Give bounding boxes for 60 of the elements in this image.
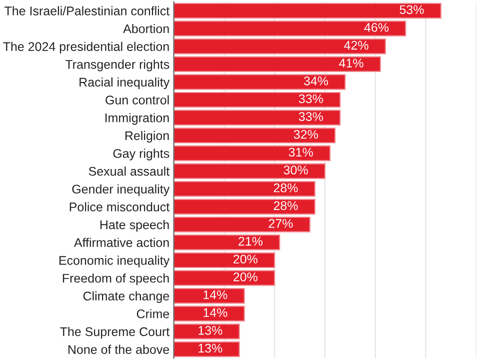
bar bbox=[174, 341, 240, 358]
y-tick-label: Immigration bbox=[105, 113, 169, 125]
y-tick-label: Sexual assault bbox=[88, 166, 170, 176]
bar bbox=[174, 128, 336, 144]
y-tick-label: Abortion bbox=[123, 24, 169, 34]
y-tick-label: Police misconduct bbox=[70, 202, 170, 212]
y-tick-label: Transgender rights bbox=[65, 60, 170, 72]
bar bbox=[174, 2, 442, 19]
y-tick-label: Religion bbox=[125, 130, 169, 143]
y-tick-label: Crime bbox=[136, 309, 170, 318]
y-tick-label: Gender inequality bbox=[72, 184, 170, 196]
y-tick-label: Freedom of speech bbox=[62, 273, 169, 286]
bar bbox=[174, 234, 280, 250]
bar bbox=[174, 181, 316, 197]
bar bbox=[174, 306, 245, 322]
data-label: 34% bbox=[304, 76, 328, 86]
data-label: 31% bbox=[288, 148, 313, 157]
data-label: 14% bbox=[204, 308, 228, 317]
data-label: 27% bbox=[268, 219, 293, 228]
bar bbox=[174, 288, 245, 304]
y-tick-label: Affirmative action bbox=[74, 238, 169, 248]
bar bbox=[174, 92, 341, 108]
data-label: 28% bbox=[274, 201, 298, 210]
data-label: 13% bbox=[198, 326, 222, 335]
data-label: 53% bbox=[400, 5, 424, 14]
data-label: 21% bbox=[238, 236, 263, 246]
bar bbox=[174, 56, 381, 72]
data-label: 14% bbox=[204, 290, 228, 300]
y-tick-label: Climate change bbox=[83, 291, 170, 303]
data-label: 33% bbox=[298, 112, 323, 121]
y-tick-label: The 2024 presidential election bbox=[3, 42, 169, 54]
data-label: 20% bbox=[234, 272, 258, 282]
y-tick-label: Economic inequality bbox=[59, 256, 170, 268]
data-label: 41% bbox=[339, 58, 364, 68]
data-label: 28% bbox=[274, 183, 298, 192]
bar bbox=[174, 270, 276, 286]
bar bbox=[174, 216, 310, 232]
data-label: 33% bbox=[298, 94, 323, 104]
data-label: 42% bbox=[344, 40, 368, 50]
bar bbox=[174, 145, 331, 162]
data-label: 20% bbox=[234, 254, 258, 264]
y-tick-label: Hate speech bbox=[100, 220, 169, 232]
bar bbox=[174, 198, 316, 215]
data-label: 32% bbox=[294, 130, 318, 139]
data-label: 30% bbox=[284, 166, 308, 174]
data-label: 13% bbox=[198, 344, 222, 353]
bar bbox=[174, 163, 326, 179]
y-tick-label: The Supreme Court bbox=[60, 326, 170, 339]
y-tick-label: Gun control bbox=[106, 95, 169, 104]
y-tick-label: None of the above bbox=[68, 344, 170, 354]
bar bbox=[174, 20, 406, 36]
bar bbox=[174, 38, 386, 54]
y-tick-label: The Israeli/Palestinian conflict bbox=[4, 6, 170, 16]
data-label: 46% bbox=[364, 23, 389, 32]
bar bbox=[174, 74, 346, 90]
bar bbox=[174, 252, 276, 268]
y-tick-label: Racial inequality bbox=[80, 77, 170, 90]
bar bbox=[174, 324, 240, 340]
bar bbox=[174, 110, 341, 126]
y-tick-label: Gay rights bbox=[113, 148, 170, 160]
